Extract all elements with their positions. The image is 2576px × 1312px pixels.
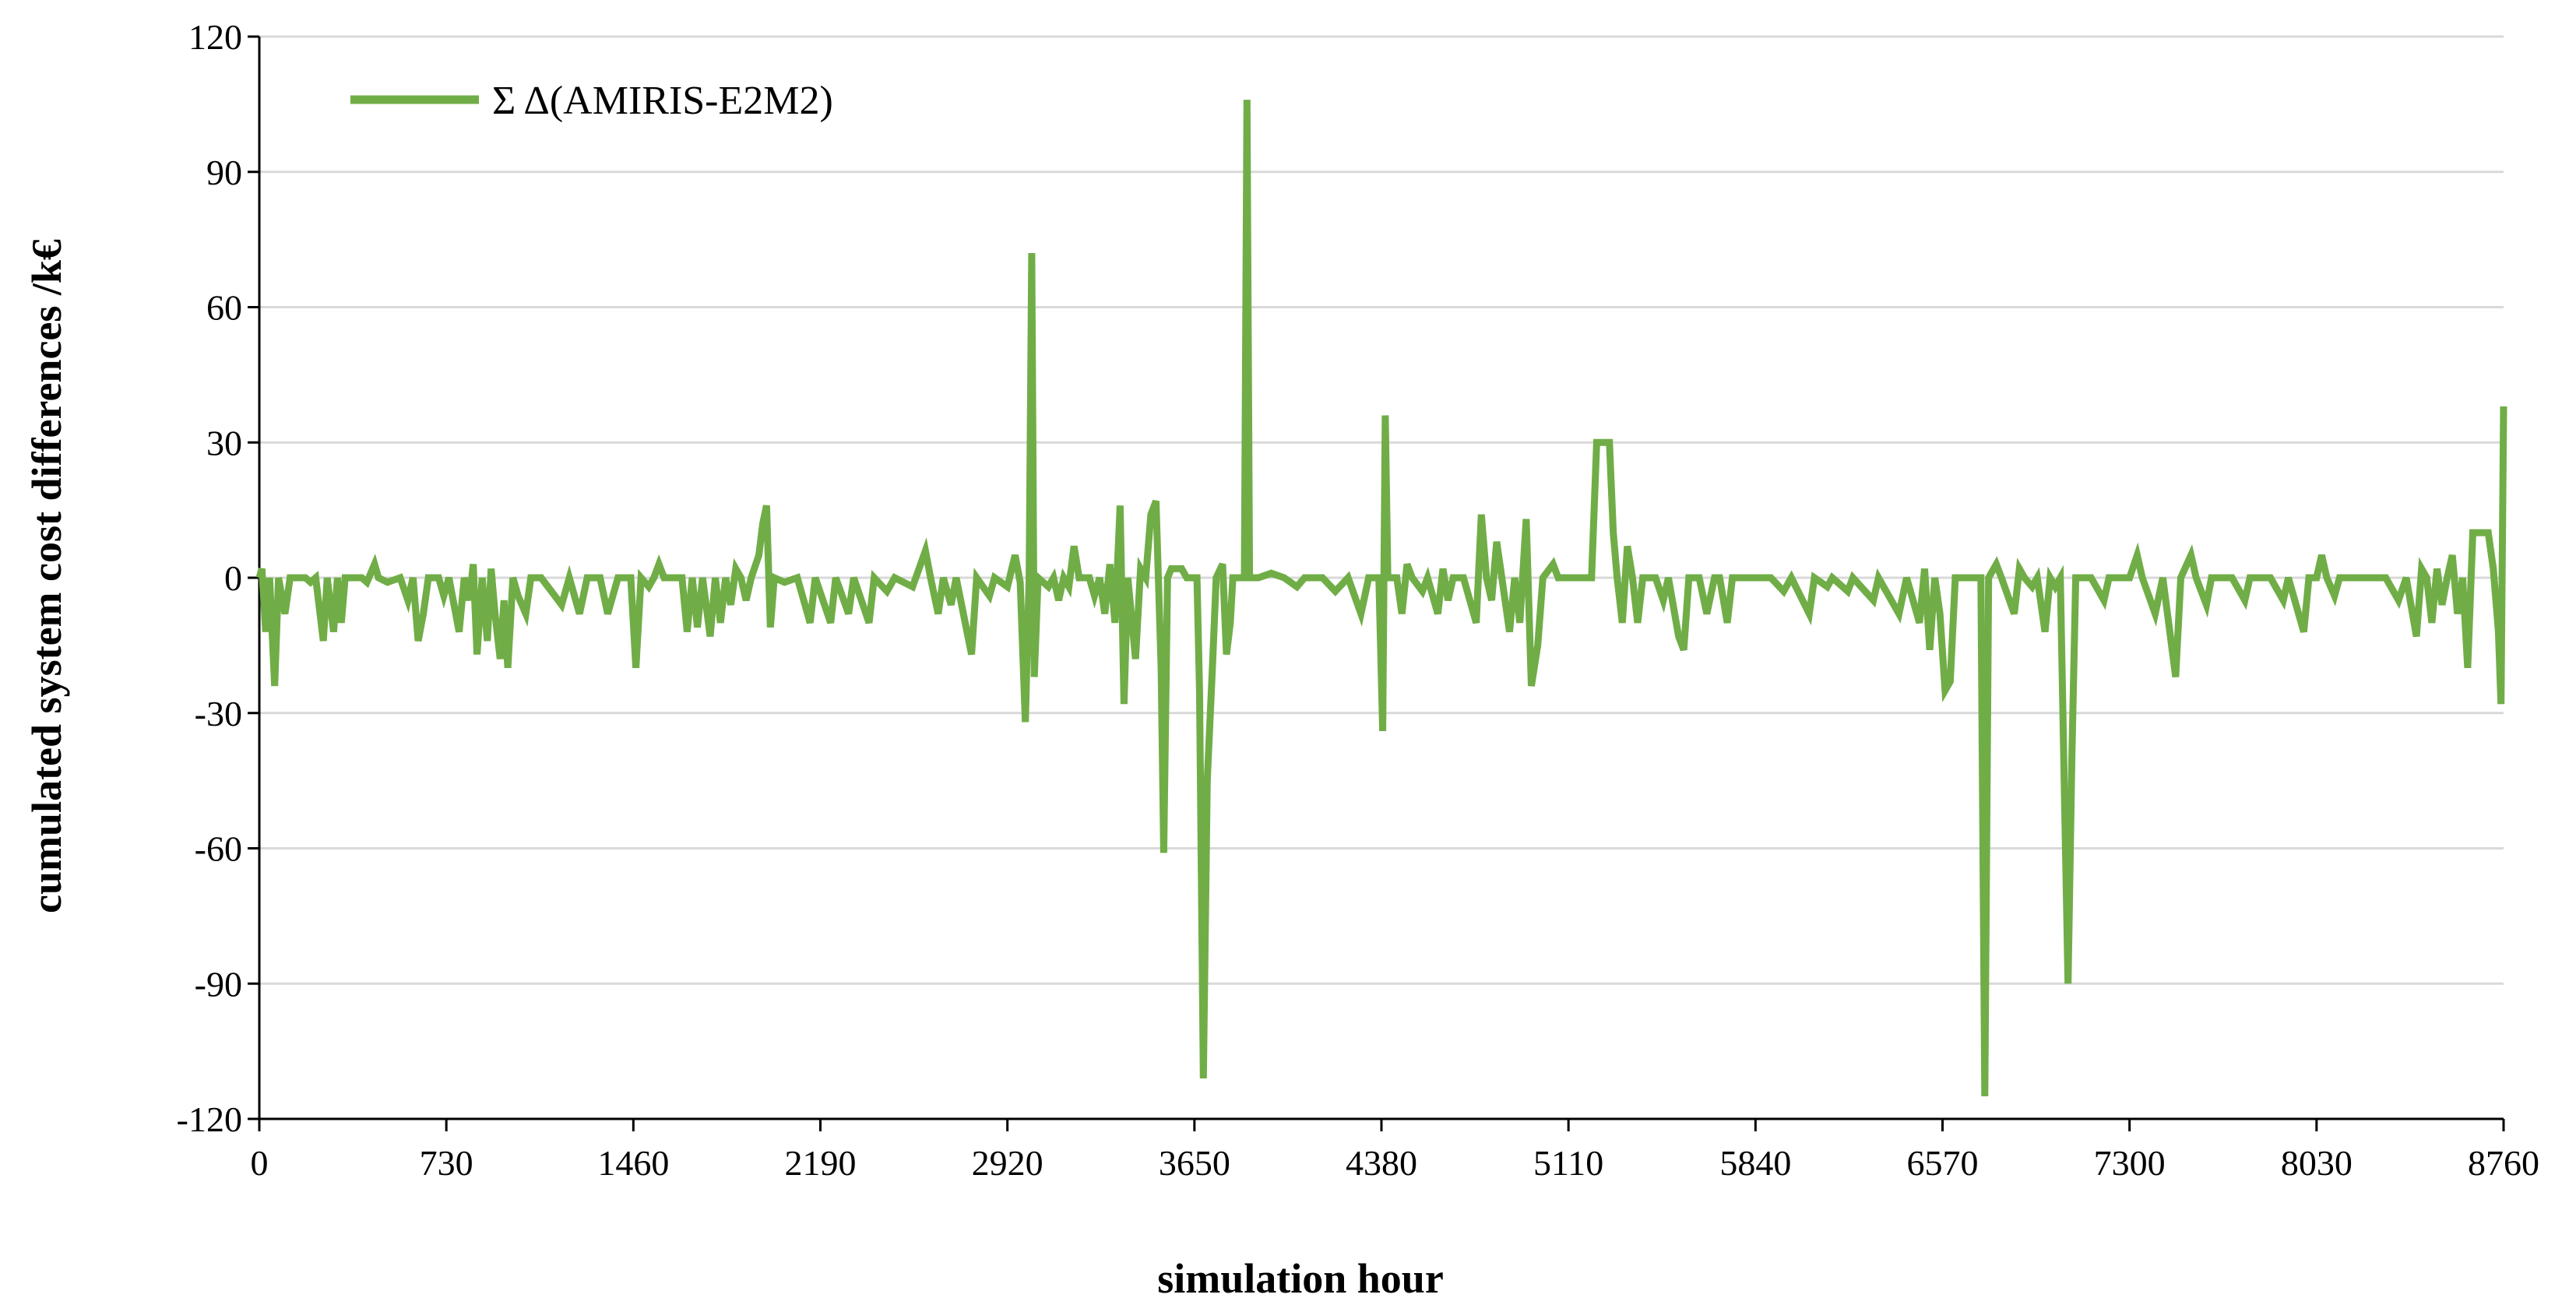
x-tick-label: 7300 <box>2094 1143 2166 1183</box>
y-tick-label: -120 <box>177 1099 242 1139</box>
x-axis-ticks: 0 730 1460 2190 2920 3650 4380 5110 5840 6570 7300… <box>251 1119 2539 1183</box>
x-tick-label: 0 <box>251 1143 269 1183</box>
x-tick-label: 2920 <box>972 1143 1043 1183</box>
y-tick-label: -60 <box>195 829 242 869</box>
series-line <box>255 100 2507 1097</box>
y-tick-label: 120 <box>188 17 242 57</box>
legend: Σ Δ(AMIRIS-E2M2) <box>350 79 833 123</box>
x-tick-label: 2190 <box>785 1143 857 1183</box>
series-group <box>255 100 2507 1097</box>
x-tick-label: 8030 <box>2281 1143 2353 1183</box>
y-tick-label: -30 <box>195 694 242 733</box>
y-tick-label: 90 <box>206 153 242 192</box>
y-axis-ticks: -120 -90 -60 -30 0 30 60 90 120 <box>177 17 259 1139</box>
x-tick-label: 8760 <box>2468 1143 2539 1183</box>
x-tick-label: 1460 <box>597 1143 669 1183</box>
y-tick-label: 0 <box>224 558 242 598</box>
x-tick-label: 3650 <box>1159 1143 1230 1183</box>
x-tick-label: 730 <box>420 1143 473 1183</box>
x-tick-label: 4380 <box>1346 1143 1417 1183</box>
x-tick-label: 5110 <box>1533 1143 1603 1183</box>
y-tick-label: -90 <box>195 964 242 1004</box>
y-axis-title: cumulated system cost differences /k€ <box>23 239 70 913</box>
x-tick-label: 5840 <box>1719 1143 1791 1183</box>
y-tick-label: 60 <box>206 288 242 328</box>
y-tick-label: 30 <box>206 423 242 463</box>
x-tick-label: 6570 <box>1907 1143 1979 1183</box>
x-axis-title: simulation hour <box>1157 1255 1444 1302</box>
legend-label: Σ Δ(AMIRIS-E2M2) <box>492 79 833 123</box>
